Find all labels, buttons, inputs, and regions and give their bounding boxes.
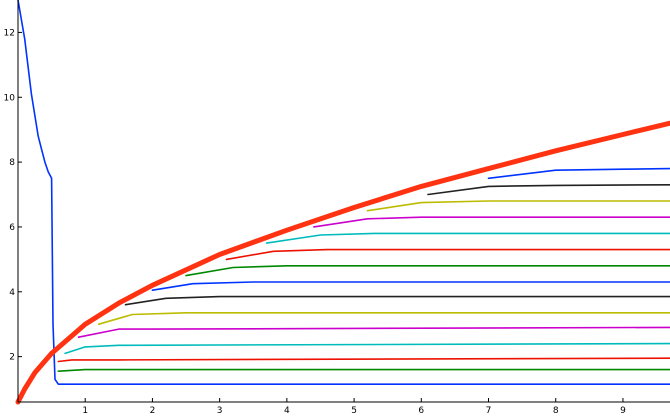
x-tick-label: 2 — [150, 406, 156, 416]
series-line-5 — [97, 311, 670, 326]
x-tick-label: 8 — [553, 406, 559, 416]
x-tick-label: 7 — [486, 406, 492, 416]
series-line-3 — [64, 342, 670, 355]
series-line-14 — [487, 167, 670, 180]
y-tick-label: 4 — [9, 288, 15, 298]
y-tick-label: 6 — [9, 223, 15, 233]
series-line-2 — [57, 357, 670, 363]
x-tick-label: 5 — [351, 406, 357, 416]
y-tick-label: 12 — [4, 28, 15, 38]
series-line-11 — [312, 216, 670, 228]
series-line-6 — [124, 295, 670, 306]
y-tick-label: 8 — [9, 158, 15, 168]
y-tick-label: 10 — [4, 93, 16, 103]
series-line-8 — [185, 264, 670, 277]
series-line-10 — [265, 232, 670, 244]
x-tick-label: 6 — [418, 406, 424, 416]
series-line-1 — [57, 368, 670, 373]
series-line-9 — [225, 248, 670, 261]
series-layer — [15, 0, 670, 405]
series-line-12 — [366, 200, 670, 212]
x-tick-label: 9 — [620, 406, 626, 416]
series-line-7 — [151, 281, 670, 292]
series-line-0 — [17, 0, 670, 386]
series-line-4 — [77, 326, 670, 339]
y-tick-label: 2 — [9, 353, 15, 363]
x-tick-label: 4 — [284, 406, 290, 416]
axes-layer — [17, 0, 670, 403]
x-tick-label: 3 — [217, 406, 223, 416]
x-tick-label: 1 — [82, 406, 88, 416]
series-line-15 — [15, 120, 670, 405]
series-line-13 — [427, 184, 670, 196]
